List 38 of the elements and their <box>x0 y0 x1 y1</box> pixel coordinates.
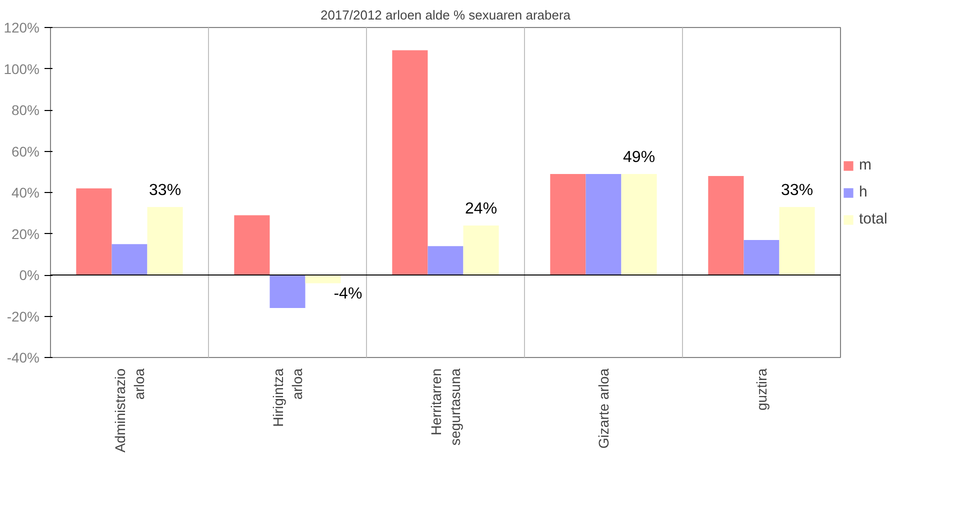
x-tick-label: Herritarren segurtasuna <box>428 368 464 446</box>
bar <box>428 246 464 275</box>
y-tick-label: -40% <box>6 350 40 366</box>
bar <box>305 275 341 284</box>
y-tick-label: 100% <box>4 60 40 77</box>
legend-label: h <box>859 184 868 200</box>
bar <box>621 174 657 275</box>
data-label: 33% <box>149 182 182 199</box>
bar <box>392 50 428 275</box>
legend-label: total <box>859 210 888 228</box>
bar <box>147 206 183 275</box>
bar <box>463 226 499 275</box>
legend-label: m <box>859 156 872 174</box>
y-tick-label: -20% <box>6 308 40 324</box>
x-tick-label: Administrazio arloa <box>112 368 148 453</box>
y-tick-label: 80% <box>11 102 40 118</box>
data-label: 49% <box>623 148 656 166</box>
x-tick-label: Hirigintza arloa <box>270 368 306 427</box>
bar <box>234 215 270 275</box>
bar <box>744 240 780 275</box>
bar <box>112 244 148 275</box>
data-label: -4% <box>334 285 362 302</box>
x-tick-label: Gizarte arloa <box>596 368 612 449</box>
bar <box>270 275 306 308</box>
y-tick-label: 40% <box>11 184 40 200</box>
x-tick-label: guztira <box>754 368 770 411</box>
y-tick-label: 120% <box>4 20 40 36</box>
bar <box>76 188 112 275</box>
y-tick-label: 0% <box>19 267 40 283</box>
bar <box>550 174 586 275</box>
data-label: 33% <box>781 182 814 199</box>
chart-title: 2017/2012 arloen alde % sexuaren arabera <box>320 8 572 22</box>
y-tick-label: 20% <box>11 226 40 242</box>
bar <box>708 176 744 275</box>
bar <box>779 206 815 275</box>
data-label: 24% <box>465 200 498 218</box>
y-tick-label: 60% <box>11 143 40 160</box>
bar <box>586 174 622 275</box>
